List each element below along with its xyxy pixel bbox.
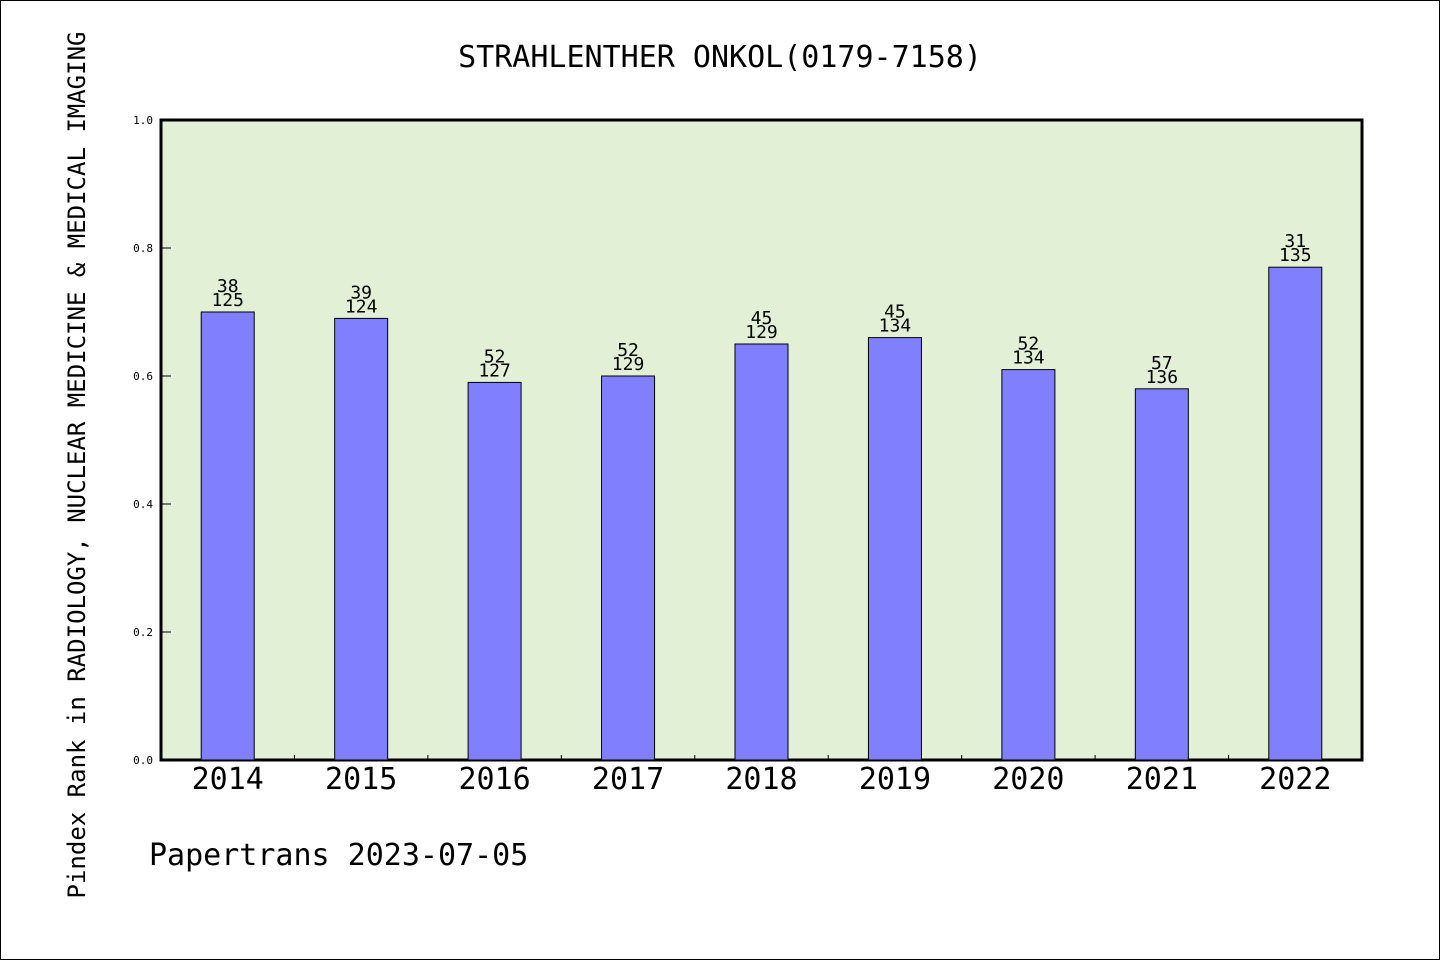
bar-label-bottom-2021: 136 <box>1146 367 1179 388</box>
bar-label-bottom-2019: 134 <box>879 316 912 337</box>
x-tick-label-2021: 2021 <box>1126 762 1198 797</box>
bar-2020 <box>1001 369 1056 761</box>
bar-label-top-2014: 38 <box>217 276 239 297</box>
y-tick-label-2: 0.4 <box>133 498 153 511</box>
bar-label-bottom-2014: 125 <box>211 290 244 311</box>
x-tick-label-2015: 2015 <box>325 762 397 797</box>
y-axis-ticks: 0.0 0.2 0.4 0.6 0.8 1.0 <box>133 114 171 767</box>
bar-label-top-2021: 57 <box>1151 353 1173 374</box>
bar-label-top-2017: 52 <box>617 340 639 361</box>
bar-2015 <box>334 317 389 761</box>
bar-label-top-2019: 45 <box>884 302 906 323</box>
bar-label-bottom-2022: 135 <box>1279 245 1312 266</box>
x-tick-label-2019: 2019 <box>859 762 931 797</box>
bar-label-top-2015: 39 <box>350 282 372 303</box>
y-axis-label: Pindex Rank in RADIOLOGY, NUCLEAR MEDICI… <box>63 32 91 899</box>
y-tick-label-4: 0.8 <box>133 242 153 255</box>
bar-2019 <box>867 337 922 761</box>
bar-label-bottom-2017: 129 <box>612 354 645 375</box>
bar-2016 <box>467 381 522 761</box>
y-tick-label-1: 0.2 <box>133 626 153 639</box>
x-tick-label-2020: 2020 <box>992 762 1064 797</box>
footer-source: Papertrans 2023-07-05 <box>149 838 528 873</box>
bar-label-bottom-2016: 127 <box>478 360 511 381</box>
bar-label-top-2020: 52 <box>1018 334 1040 355</box>
y-tick-label-0: 0.0 <box>133 754 153 767</box>
bar-label-top-2022: 31 <box>1284 231 1306 252</box>
bar-2014 <box>200 311 255 761</box>
bar-label-bottom-2015: 124 <box>345 296 378 317</box>
bar-2021 <box>1134 388 1189 761</box>
y-tick-label-5: 1.0 <box>133 114 153 127</box>
x-tick-label-2022: 2022 <box>1259 762 1331 797</box>
x-tick-label-2014: 2014 <box>192 762 264 797</box>
bar-label-bottom-2018: 129 <box>745 322 778 343</box>
bar-2018 <box>734 343 789 761</box>
bar-label-bottom-2020: 134 <box>1012 348 1045 369</box>
bar-label-top-2018: 45 <box>751 308 773 329</box>
bar-2022 <box>1268 266 1323 761</box>
y-tick-label-3: 0.6 <box>133 370 153 383</box>
bar-label-top-2016: 52 <box>484 346 506 367</box>
bar-2017 <box>601 375 656 761</box>
x-tick-label-2017: 2017 <box>592 762 664 797</box>
x-axis-ticks: 2014 2015 2016 2017 2018 2019 2020 2021 2022 <box>192 755 1331 797</box>
x-tick-label-2016: 2016 <box>458 762 530 797</box>
x-tick-label-2018: 2018 <box>725 762 797 797</box>
chart-title: STRAHLENTHER ONKOL(0179-7158) <box>458 40 982 75</box>
